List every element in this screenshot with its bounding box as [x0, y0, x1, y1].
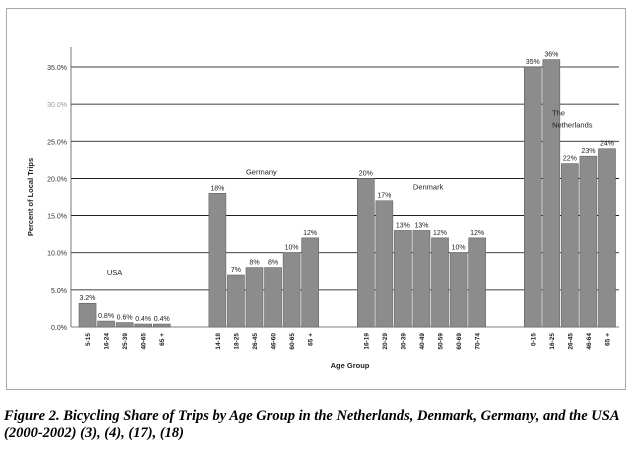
bar — [449, 252, 468, 328]
y-tick-label: 10.0% — [47, 251, 67, 258]
bar — [152, 323, 171, 328]
group-name: Germany — [246, 168, 277, 177]
bar — [375, 200, 394, 328]
x-tick-label: 26-45 — [567, 333, 574, 350]
y-tick-label: 20.0% — [47, 176, 67, 183]
bar — [357, 178, 375, 328]
x-tick-label: 65 + — [159, 333, 166, 346]
x-tick-label: 5-15 — [85, 333, 92, 346]
x-tick-label: 26-45 — [252, 333, 259, 350]
bar — [412, 230, 431, 328]
y-axis-title: Percent of Local Trips — [26, 158, 35, 236]
data-label: 13% — [414, 222, 428, 229]
data-label: 22% — [563, 156, 577, 163]
x-tick-label: 30-39 — [400, 333, 407, 350]
x-tick-label: 20-29 — [382, 333, 389, 350]
bar — [523, 66, 542, 328]
y-tick-label: 5.0% — [51, 288, 67, 295]
data-label: 12% — [303, 230, 317, 237]
bar — [579, 155, 598, 328]
data-label: 36% — [544, 52, 558, 59]
bar — [78, 302, 97, 328]
data-label: 0.4% — [135, 316, 151, 323]
data-label: 35% — [526, 59, 540, 66]
x-tick-label: 25-39 — [122, 333, 129, 350]
data-label: 12% — [433, 230, 447, 237]
bar — [468, 237, 486, 328]
bar — [431, 237, 449, 328]
data-label: 12% — [470, 230, 484, 237]
y-tick-label: 15.0% — [47, 214, 67, 221]
group-name: USA — [107, 268, 122, 277]
bar-chart: 0.0% 5.0% 10.0% 15.0% 20.0% 25.0% 30.0% 35.0% Pe… — [26, 47, 619, 370]
data-label: 18% — [210, 185, 224, 192]
data-label: 0.8% — [98, 313, 114, 320]
bar — [227, 274, 245, 328]
data-label: 8% — [249, 260, 259, 267]
bar — [208, 193, 227, 328]
bar — [264, 267, 282, 328]
data-label: 7% — [231, 267, 241, 274]
x-tick-label: 60-65 — [289, 333, 296, 350]
x-tick-label: 60-69 — [456, 333, 463, 350]
bar — [561, 163, 579, 328]
data-label: 17% — [377, 193, 391, 200]
group-name: The — [552, 108, 565, 117]
chart-frame: 0.0% 5.0% 10.0% 15.0% 20.0% 25.0% 30.0% 35.0% Pe… — [6, 8, 626, 390]
bar — [301, 237, 319, 328]
data-label: 13% — [396, 222, 410, 229]
bar — [245, 267, 264, 328]
x-tick-label: 16-24 — [104, 333, 111, 350]
x-tick-label: 46-64 — [586, 333, 593, 350]
y-tick-label: 0.0% — [51, 325, 67, 332]
x-tick-label: 16-25 — [549, 333, 556, 350]
x-tick-label: 40-49 — [419, 333, 426, 350]
y-tick-label: 35.0% — [47, 65, 67, 72]
x-tick-label: 65 + — [604, 333, 611, 346]
group-name: Denmark — [413, 183, 444, 192]
x-tick-label: 50-59 — [438, 333, 445, 350]
x-tick-label: 40-65 — [141, 333, 148, 350]
x-tick-label: 65 + — [308, 333, 315, 346]
x-tick-label: 14-18 — [215, 333, 222, 350]
data-label: 3.2% — [80, 295, 96, 302]
data-label: 8% — [268, 260, 278, 267]
bar — [394, 230, 412, 328]
x-tick-label: 70-74 — [475, 333, 482, 350]
group-name: Netherlands — [552, 120, 593, 129]
x-axis-title: Age Group — [331, 361, 370, 370]
y-tick-label: 25.0% — [47, 139, 67, 146]
x-tick-label: 46-60 — [271, 333, 278, 350]
bar — [115, 322, 134, 328]
bar — [282, 252, 301, 328]
x-tick-label: 0-15 — [530, 333, 537, 346]
bar — [134, 323, 152, 328]
y-tick-label: 30.0% — [47, 102, 67, 109]
x-tick-label: 16-19 — [363, 333, 370, 350]
bar — [97, 320, 115, 328]
x-tick-label: 18-25 — [233, 333, 240, 350]
data-label: 20% — [359, 170, 373, 177]
data-label: 23% — [581, 148, 595, 155]
data-label: 0.6% — [117, 315, 133, 322]
data-label: 10% — [285, 245, 299, 252]
data-label: 24% — [600, 141, 614, 148]
data-label: 10% — [452, 245, 466, 252]
bar — [598, 148, 616, 328]
bar — [542, 59, 561, 328]
figure-caption: Figure 2. Bicycling Share of Trips by Ag… — [4, 408, 619, 441]
data-label: 0.4% — [154, 316, 170, 323]
